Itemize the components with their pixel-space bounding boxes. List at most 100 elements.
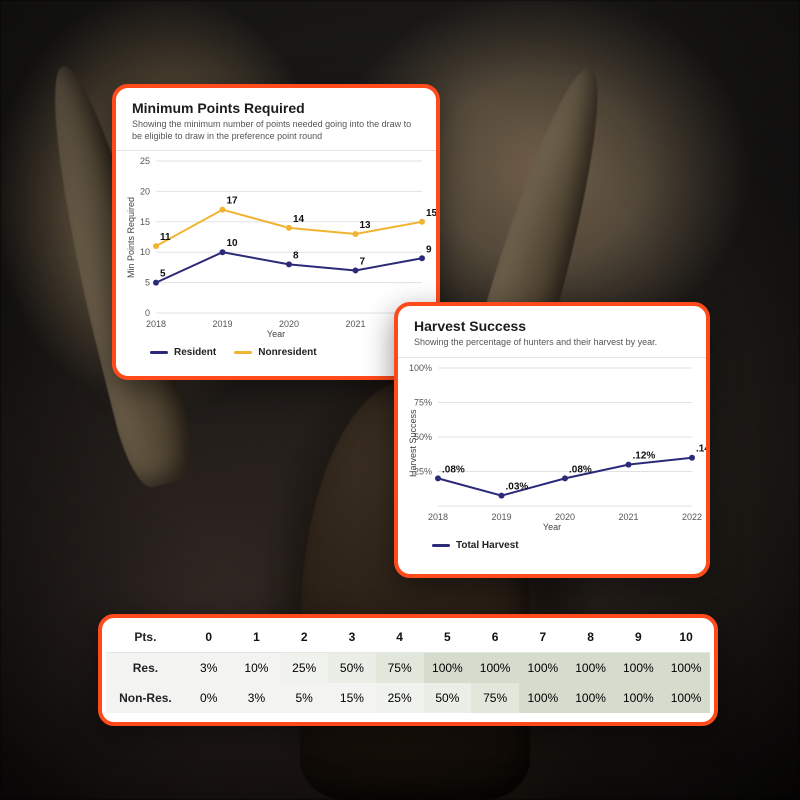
table-cell: 100% <box>424 653 472 684</box>
table-header-col: 8 <box>567 622 615 653</box>
svg-text:11: 11 <box>160 232 171 243</box>
svg-text:25: 25 <box>140 156 150 166</box>
table-cell: 15% <box>328 683 376 713</box>
svg-text:2020: 2020 <box>555 512 575 522</box>
svg-text:2021: 2021 <box>618 512 638 522</box>
svg-text:15: 15 <box>140 217 150 227</box>
min-points-subtitle: Showing the minimum number of points nee… <box>132 119 420 142</box>
svg-text:2019: 2019 <box>491 512 511 522</box>
table-header-col: 10 <box>662 622 710 653</box>
svg-text:2021: 2021 <box>345 319 365 329</box>
table-header-col: 4 <box>376 622 424 653</box>
legend-label-resident: Resident <box>174 347 216 358</box>
legend-item-total-harvest: Total Harvest <box>432 540 519 551</box>
svg-text:9: 9 <box>426 245 432 256</box>
legend-swatch-total-harvest <box>432 544 450 547</box>
svg-text:2020: 2020 <box>279 319 299 329</box>
svg-text:.14%: .14% <box>696 443 706 454</box>
min-points-legend: Resident Nonresident <box>116 341 436 368</box>
svg-text:8: 8 <box>293 251 299 262</box>
table-row-label: Res. <box>106 653 185 684</box>
min-points-svg: 0510152025201820192020202120225108791117… <box>116 151 436 341</box>
svg-text:5: 5 <box>145 278 150 288</box>
svg-text:2019: 2019 <box>212 319 232 329</box>
table-row: Res.3%10%25%50%75%100%100%100%100%100%10… <box>106 653 710 684</box>
legend-item-nonresident: Nonresident <box>234 347 316 358</box>
table-header-col: 6 <box>471 622 519 653</box>
table-cell: 10% <box>233 653 281 684</box>
table-header-col: 0 <box>185 622 233 653</box>
table-header-col: 9 <box>614 622 662 653</box>
odds-table: Pts.012345678910 Res.3%10%25%50%75%100%1… <box>106 622 710 713</box>
table-cell: 3% <box>185 653 233 684</box>
legend-swatch-resident <box>150 351 168 354</box>
min-points-chart: 0510152025201820192020202120225108791117… <box>116 151 436 341</box>
table-cell: 100% <box>614 653 662 684</box>
odds-table-body: Res.3%10%25%50%75%100%100%100%100%100%10… <box>106 653 710 714</box>
table-cell: 100% <box>519 683 567 713</box>
table-cell: 100% <box>519 653 567 684</box>
svg-text:.08%: .08% <box>442 464 465 475</box>
legend-item-resident: Resident <box>150 347 216 358</box>
harvest-subtitle: Showing the percentage of hunters and th… <box>414 337 690 349</box>
table-header-col: 5 <box>424 622 472 653</box>
harvest-title: Harvest Success <box>414 318 690 334</box>
harvest-xlabel: Year <box>543 522 561 532</box>
table-cell: 100% <box>471 653 519 684</box>
svg-text:10: 10 <box>140 248 150 258</box>
table-cell: 100% <box>567 683 615 713</box>
legend-label-total-harvest: Total Harvest <box>456 540 519 551</box>
min-points-title: Minimum Points Required <box>132 100 420 116</box>
legend-swatch-nonresident <box>234 351 252 354</box>
table-cell: 5% <box>280 683 328 713</box>
min-points-header: Minimum Points Required Showing the mini… <box>116 88 436 151</box>
harvest-ylabel: Harvest Success <box>408 409 418 477</box>
table-cell: 75% <box>471 683 519 713</box>
svg-text:75%: 75% <box>414 397 432 407</box>
table-cell: 100% <box>662 683 710 713</box>
table-header-pts: Pts. <box>106 622 185 653</box>
table-cell: 50% <box>424 683 472 713</box>
svg-text:5: 5 <box>160 269 166 280</box>
svg-text:20: 20 <box>140 187 150 197</box>
svg-text:2022: 2022 <box>682 512 702 522</box>
table-row-label: Non-Res. <box>106 683 185 713</box>
table-cell: 3% <box>233 683 281 713</box>
svg-text:14: 14 <box>293 214 305 225</box>
legend-label-nonresident: Nonresident <box>258 347 316 358</box>
harvest-svg: 25%50%75%100%20182019202020212022.08%.03… <box>398 358 706 534</box>
svg-text:2018: 2018 <box>146 319 166 329</box>
table-cell: 0% <box>185 683 233 713</box>
table-cell: 50% <box>328 653 376 684</box>
odds-table-header-row: Pts.012345678910 <box>106 622 710 653</box>
svg-text:13: 13 <box>360 220 372 231</box>
svg-text:15: 15 <box>426 208 436 219</box>
svg-text:.12%: .12% <box>633 450 656 461</box>
svg-text:0: 0 <box>145 308 150 318</box>
table-cell: 25% <box>280 653 328 684</box>
min-points-ylabel: Min Points Required <box>126 197 136 278</box>
svg-text:17: 17 <box>227 196 239 207</box>
min-points-card: Minimum Points Required Showing the mini… <box>112 84 440 380</box>
min-points-xlabel: Year <box>267 329 285 339</box>
table-header-col: 3 <box>328 622 376 653</box>
harvest-legend: Total Harvest <box>398 534 706 561</box>
odds-table-card: Pts.012345678910 Res.3%10%25%50%75%100%1… <box>98 614 718 726</box>
table-header-col: 2 <box>280 622 328 653</box>
svg-text:100%: 100% <box>409 363 432 373</box>
table-cell: 75% <box>376 653 424 684</box>
harvest-card: Harvest Success Showing the percentage o… <box>394 302 710 578</box>
table-header-col: 1 <box>233 622 281 653</box>
table-cell: 100% <box>567 653 615 684</box>
svg-text:.03%: .03% <box>506 481 529 492</box>
svg-text:.08%: .08% <box>569 464 592 475</box>
table-cell: 25% <box>376 683 424 713</box>
table-header-col: 7 <box>519 622 567 653</box>
svg-text:2018: 2018 <box>428 512 448 522</box>
table-cell: 100% <box>662 653 710 684</box>
harvest-chart: 25%50%75%100%20182019202020212022.08%.03… <box>398 358 706 534</box>
harvest-header: Harvest Success Showing the percentage o… <box>398 306 706 358</box>
table-row: Non-Res.0%3%5%15%25%50%75%100%100%100%10… <box>106 683 710 713</box>
svg-text:10: 10 <box>227 239 239 250</box>
svg-text:7: 7 <box>360 257 366 268</box>
